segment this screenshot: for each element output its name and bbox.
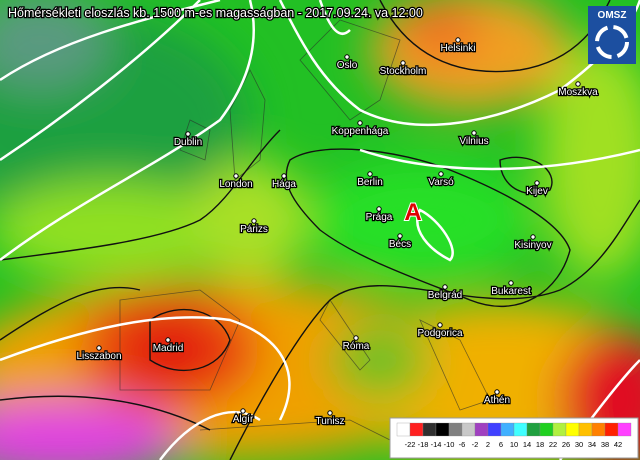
city-label: Bukarest: [491, 286, 531, 297]
city-label: Bécs: [389, 239, 411, 250]
legend-tick-label: 2: [486, 440, 490, 449]
legend-swatch: [474, 422, 489, 437]
city-dot: [281, 173, 287, 179]
legend-swatch: [487, 422, 502, 437]
legend-swatch: [435, 422, 450, 437]
city-label: Podgorica: [417, 328, 462, 339]
city-dot: [240, 408, 246, 414]
legend-swatch: [396, 422, 411, 437]
map-title: Hőmérsékleti eloszlás kb. 1500 m-es maga…: [8, 6, 423, 20]
city-dot: [233, 173, 239, 179]
legend-tick-label: -18: [418, 440, 429, 449]
city-label: Varsó: [428, 177, 454, 188]
city-label: Madrid: [153, 343, 184, 354]
city-label: Kisinyov: [514, 240, 551, 251]
city-label: Helsinki: [440, 43, 475, 54]
legend-swatch: [617, 422, 632, 437]
city-label: Moszkva: [558, 87, 598, 98]
city-dot: [353, 335, 359, 341]
city-dot: [344, 54, 350, 60]
logo: OMSZ: [588, 6, 636, 64]
city-dot: [437, 322, 443, 328]
legend-swatch: [448, 422, 463, 437]
city-dot: [442, 284, 448, 290]
legend-swatch: [500, 422, 515, 437]
city-dot: [400, 60, 406, 66]
city-label: Kijev: [526, 186, 548, 197]
city-label: Róma: [343, 341, 370, 352]
legend: -22 -18 -14 -10 -6 -2 2 6 10 14 18 22 26 30 34 38 42: [389, 417, 639, 459]
legend-swatch: [539, 422, 554, 437]
legend-tick-label: -10: [444, 440, 455, 449]
city-label: Belgrád: [428, 290, 462, 301]
city-label: Lisszabon: [76, 351, 121, 362]
city-dot: [455, 37, 461, 43]
city-label: Oslo: [337, 60, 358, 71]
city-dot: [494, 389, 500, 395]
legend-swatch: [604, 422, 619, 437]
city-dot: [185, 131, 191, 137]
legend-swatch: [422, 422, 437, 437]
city-label: Prága: [366, 212, 393, 223]
city-labels: Helsinki Oslo Stockholm Moszkva Koppenhága Du…: [75, 37, 599, 428]
legend-swatch: [578, 422, 593, 437]
legend-tick-label: 38: [601, 440, 609, 449]
city-dot: [376, 206, 382, 212]
legend-tick-label: 26: [562, 440, 570, 449]
legend-swatch: [526, 422, 541, 437]
city-label: Hága: [272, 179, 296, 190]
city-label: Koppenhága: [332, 126, 389, 137]
city-dot: [327, 410, 333, 416]
legend-tick-label: 42: [614, 440, 622, 449]
city-dot: [367, 171, 373, 177]
city-label: Stockholm: [380, 66, 427, 77]
city-dot: [397, 233, 403, 239]
logo-text: OMSZ: [598, 10, 627, 21]
legend-tick-label: 18: [536, 440, 544, 449]
city-label: Vilnius: [459, 136, 488, 147]
city-label: Párizs: [240, 224, 268, 235]
legend-tick-label: 34: [588, 440, 596, 449]
legend-tick-label: -14: [431, 440, 442, 449]
legend-tick-label: 14: [523, 440, 531, 449]
city-dot: [251, 218, 257, 224]
city-dot: [165, 337, 171, 343]
legend-swatch: [591, 422, 606, 437]
legend-swatch: [552, 422, 567, 437]
legend-tick-label: 10: [510, 440, 518, 449]
city-dot: [96, 345, 102, 351]
city-label: Algír: [233, 414, 254, 425]
city-label: London: [219, 179, 252, 190]
city-label: Athén: [484, 395, 510, 406]
legend-tick-label: -2: [472, 440, 479, 449]
city-dot: [534, 180, 540, 186]
legend-swatch: [513, 422, 528, 437]
legend-tick-label: -22: [405, 440, 416, 449]
city-dot: [530, 234, 536, 240]
legend-tick-label: 22: [549, 440, 557, 449]
legend-tick-label: 6: [499, 440, 503, 449]
city-dot: [357, 120, 363, 126]
city-label: Dublin: [174, 137, 202, 148]
legend-tick-label: 30: [575, 440, 583, 449]
legend-swatch: [461, 422, 476, 437]
city-label: Berlin: [357, 177, 383, 188]
legend-tick-label: -6: [459, 440, 466, 449]
legend-swatch: [565, 422, 580, 437]
city-dot: [438, 171, 444, 177]
city-dot: [575, 81, 581, 87]
city-label: Tunisz: [315, 416, 344, 427]
city-dot: [508, 280, 514, 286]
legend-swatch: [409, 422, 424, 437]
anticyclone-marker: A: [404, 199, 421, 226]
city-dot: [471, 130, 477, 136]
